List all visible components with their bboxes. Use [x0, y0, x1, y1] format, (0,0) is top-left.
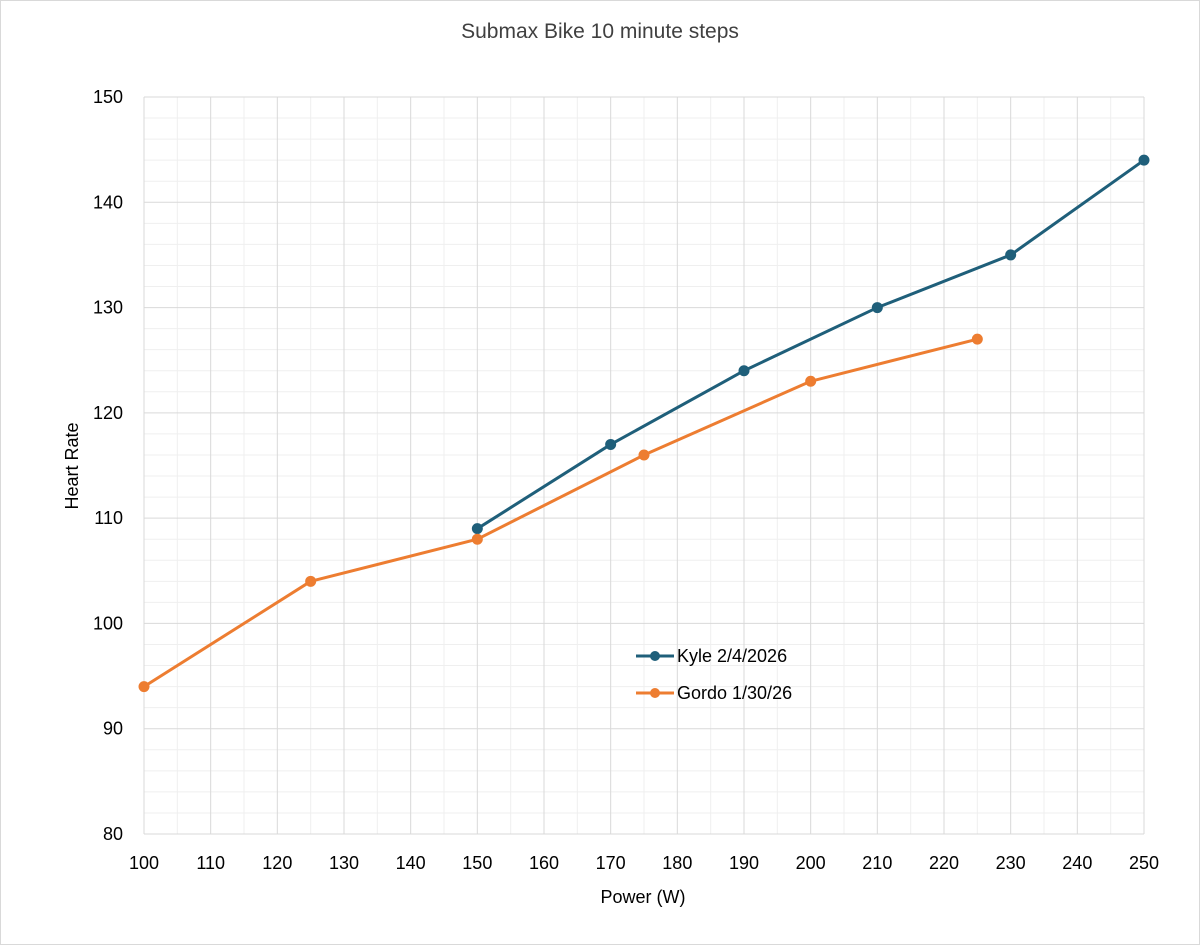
legend: Kyle 2/4/2026 Gordo 1/30/26: [636, 646, 792, 703]
legend-item-gordo: Gordo 1/30/26: [636, 683, 792, 703]
data-point-0-5: [1138, 154, 1150, 166]
data-point-1-3: [638, 449, 650, 461]
data-point-0-2: [738, 365, 750, 377]
data-point-0-3: [871, 302, 883, 314]
y-axis-tick-labels: 80 90 100 110 120 130 140 150: [93, 87, 123, 844]
y-axis-title: Heart Rate: [62, 422, 82, 509]
x-tick-label: 250: [1129, 853, 1159, 873]
x-tick-label: 130: [329, 853, 359, 873]
y-tick-label: 130: [93, 298, 123, 318]
y-tick-label: 140: [93, 192, 123, 212]
series-line-0: [475, 158, 1146, 531]
x-tick-label: 200: [796, 853, 826, 873]
minor-gridlines: [144, 97, 1144, 834]
data-point-1-0: [138, 681, 150, 693]
series-0: [471, 154, 1150, 535]
x-tick-label: 220: [929, 853, 959, 873]
y-tick-label: 150: [93, 87, 123, 107]
x-axis-title: Power (W): [601, 887, 686, 907]
series-line-1: [142, 337, 979, 689]
x-tick-label: 100: [129, 853, 159, 873]
data-point-1-5: [971, 333, 983, 345]
x-tick-label: 180: [662, 853, 692, 873]
y-tick-label: 100: [93, 613, 123, 633]
x-tick-label: 240: [1062, 853, 1092, 873]
x-tick-label: 190: [729, 853, 759, 873]
x-tick-label: 210: [862, 853, 892, 873]
x-tick-label: 230: [996, 853, 1026, 873]
y-tick-label: 120: [93, 403, 123, 423]
x-tick-label: 160: [529, 853, 559, 873]
x-axis-tick-labels: 100 110 120 130 140 150 160 170 180 190 200 210 220 2…: [129, 853, 1159, 873]
data-point-0-1: [605, 438, 617, 450]
data-point-1-4: [805, 375, 817, 387]
x-tick-label: 170: [596, 853, 626, 873]
legend-marker-gordo: [650, 688, 660, 698]
y-tick-label: 110: [94, 508, 123, 528]
data-point-1-2: [471, 533, 483, 545]
legend-label-kyle: Kyle 2/4/2026: [677, 646, 787, 666]
x-tick-label: 150: [462, 853, 492, 873]
legend-item-kyle: Kyle 2/4/2026: [636, 646, 787, 666]
y-tick-label: 90: [103, 719, 123, 739]
legend-marker-kyle: [650, 651, 660, 661]
data-point-0-0: [471, 523, 483, 535]
y-tick-label: 80: [103, 824, 123, 844]
series-layer: [138, 154, 1150, 693]
x-tick-label: 120: [262, 853, 292, 873]
chart-title: Submax Bike 10 minute steps: [461, 20, 739, 43]
data-point-1-1: [305, 575, 317, 587]
x-tick-label: 140: [396, 853, 426, 873]
x-tick-label: 110: [196, 853, 225, 873]
major-gridlines: [143, 96, 1145, 835]
legend-label-gordo: Gordo 1/30/26: [677, 683, 792, 703]
data-point-0-4: [1005, 249, 1017, 261]
series-1: [138, 333, 983, 693]
